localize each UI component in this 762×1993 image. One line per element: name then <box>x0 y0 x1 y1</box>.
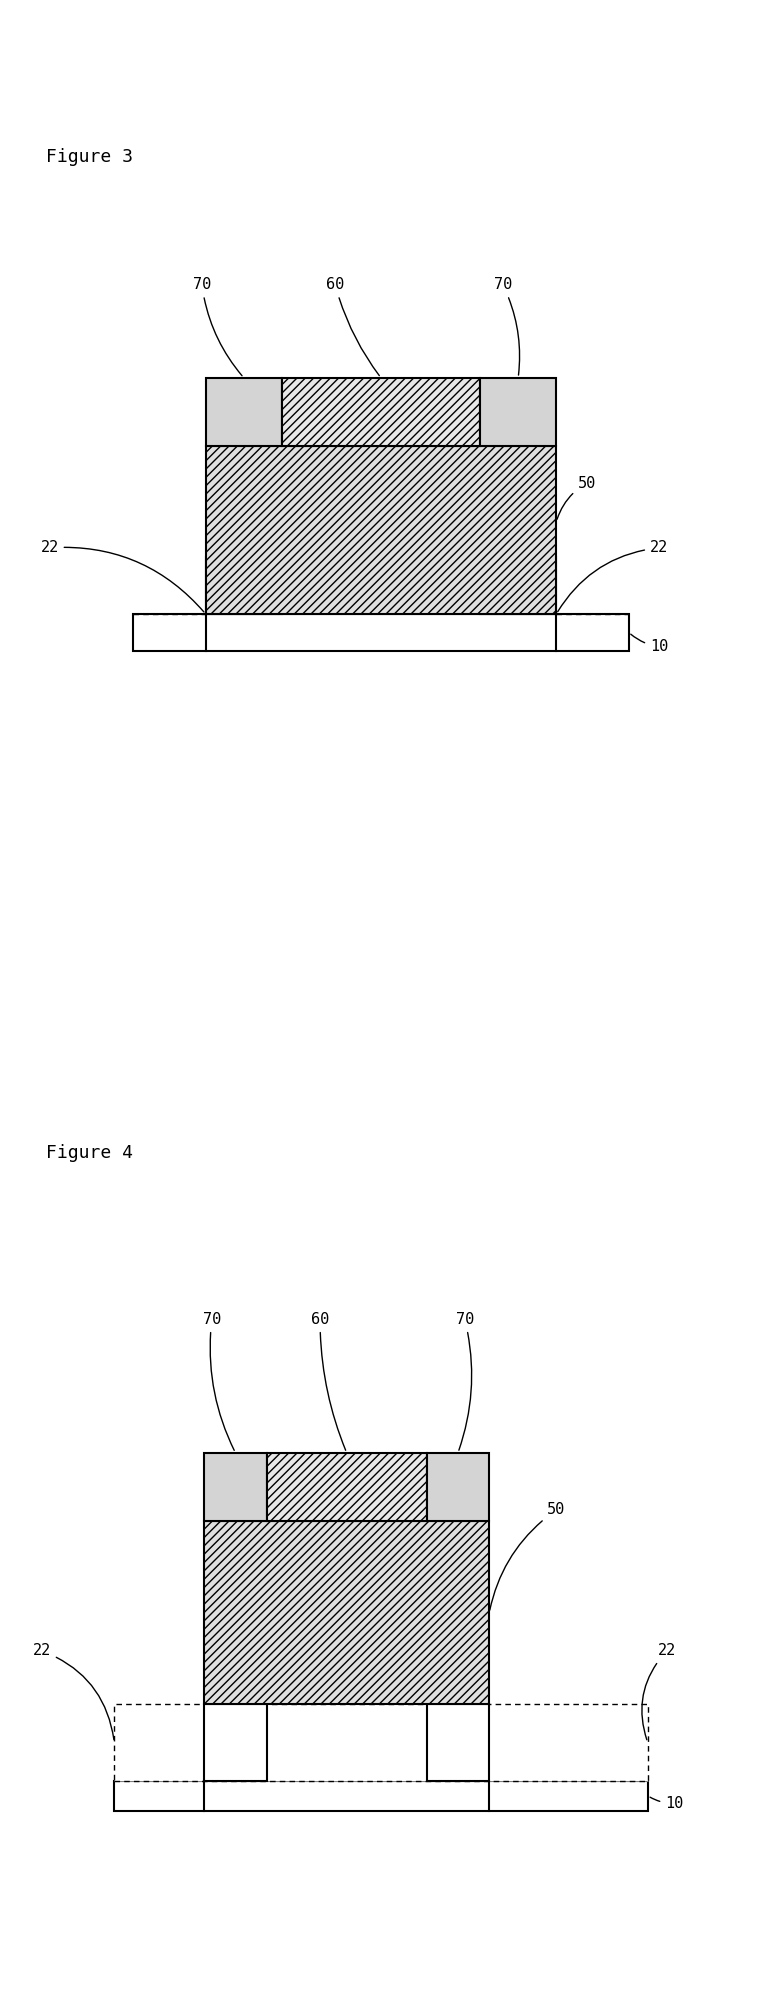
Bar <box>282 379 480 446</box>
Bar <box>133 614 629 650</box>
Bar <box>480 379 556 446</box>
Text: 70: 70 <box>494 277 520 375</box>
Text: 50: 50 <box>557 476 596 520</box>
Bar <box>427 1453 489 1521</box>
Bar <box>267 1453 427 1521</box>
Text: Figure 3: Figure 3 <box>46 147 133 165</box>
Text: 22: 22 <box>40 540 204 612</box>
Bar <box>204 1453 267 1521</box>
Text: 10: 10 <box>631 634 668 654</box>
Text: 10: 10 <box>650 1796 684 1812</box>
Text: 70: 70 <box>456 1311 474 1451</box>
Text: 22: 22 <box>642 1644 676 1740</box>
Text: 60: 60 <box>311 1311 346 1451</box>
Bar <box>206 379 282 446</box>
Bar <box>204 1704 267 1780</box>
Text: 22: 22 <box>33 1644 114 1740</box>
Text: 70: 70 <box>193 277 242 377</box>
Bar <box>480 556 556 614</box>
Bar <box>204 1521 489 1704</box>
Bar <box>206 446 556 614</box>
Bar <box>114 1780 648 1812</box>
Bar <box>206 556 282 614</box>
Text: Figure 4: Figure 4 <box>46 1144 133 1162</box>
Text: 22: 22 <box>558 540 668 612</box>
Text: 60: 60 <box>326 277 379 375</box>
Text: 50: 50 <box>490 1503 565 1610</box>
Bar <box>427 1704 489 1780</box>
Bar <box>114 1704 648 1780</box>
Text: 70: 70 <box>203 1311 234 1451</box>
